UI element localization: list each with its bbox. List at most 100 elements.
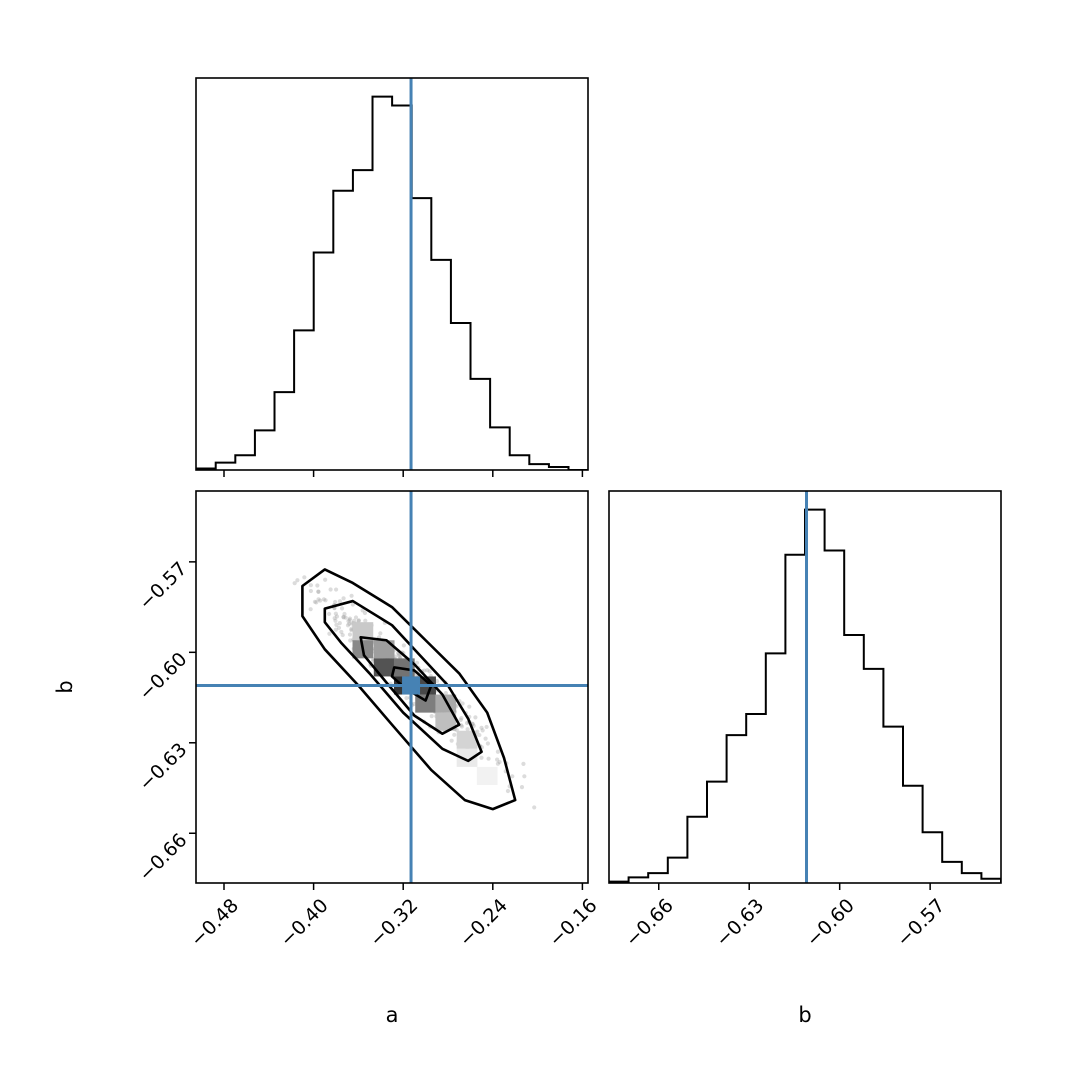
scatter-point <box>334 614 340 619</box>
scatter-point <box>312 599 318 604</box>
scatter-point <box>522 774 527 779</box>
scatter-point <box>333 627 339 632</box>
scatter-point <box>292 581 297 586</box>
scatter-point <box>316 597 321 602</box>
y-axis-label-b: b <box>53 680 77 693</box>
scatter-point <box>443 691 448 696</box>
scatter-point <box>341 596 346 601</box>
joint-ab-frame <box>195 490 589 884</box>
scatter-point <box>315 583 320 588</box>
scatter-point <box>483 736 488 741</box>
scatter-point <box>353 615 359 620</box>
density-cell <box>373 640 395 659</box>
histogram-b-x-tick-label: −0.66 <box>621 895 678 952</box>
scatter-point <box>465 727 470 732</box>
scatter-point <box>323 577 328 582</box>
scatter-point <box>401 643 406 648</box>
scatter-point <box>349 628 354 633</box>
scatter-point <box>404 695 409 701</box>
histogram-b-x-tick-label: −0.63 <box>712 895 769 952</box>
scatter-point <box>333 611 338 616</box>
joint-y-tick-label: −0.63 <box>135 739 192 796</box>
scatter-point <box>459 716 464 721</box>
joint-x-tick-label: −0.40 <box>276 895 333 952</box>
contour-line <box>323 599 483 763</box>
scatter-point <box>378 631 383 636</box>
scatter-point <box>398 654 403 659</box>
scatter-point <box>356 618 361 623</box>
density-cell <box>456 730 478 749</box>
scatter-point <box>316 589 321 594</box>
density-cell <box>352 622 374 641</box>
scatter-point <box>449 738 454 743</box>
histogram-a-frame <box>195 77 589 471</box>
scatter-point <box>452 732 457 737</box>
scatter-point <box>422 668 427 673</box>
scatter-point <box>434 679 440 684</box>
scatter-point <box>363 618 368 623</box>
density-cell <box>415 694 436 713</box>
scatter-point <box>339 629 344 635</box>
scatter-point <box>340 632 345 638</box>
scatter-point <box>495 749 501 754</box>
contour-line <box>359 635 461 736</box>
scatter-point <box>337 621 342 626</box>
scatter-point <box>328 587 333 592</box>
scatter-point <box>356 618 361 624</box>
scatter-point <box>350 602 355 607</box>
scatter-point <box>339 606 345 611</box>
scatter-point <box>308 607 313 612</box>
scatter-point <box>327 631 332 636</box>
scatter-point <box>459 724 465 729</box>
joint-x-tick-label: −0.32 <box>366 895 423 952</box>
scatter-point <box>347 616 353 621</box>
density-cell <box>476 766 498 785</box>
joint-x-tick-label: −0.16 <box>545 895 602 952</box>
scatter-point <box>314 600 319 605</box>
scatter-point <box>429 714 434 719</box>
joint-x-tick-label: −0.48 <box>186 895 243 952</box>
scatter-point <box>362 610 368 616</box>
density-cell <box>456 748 478 767</box>
scatter-point <box>477 732 482 738</box>
scatter-point <box>467 704 472 709</box>
joint-y-tick-label: −0.60 <box>135 648 192 705</box>
truth-marker <box>402 676 421 695</box>
scatter-point <box>485 741 490 746</box>
scatter-point <box>318 598 323 603</box>
scatter-point <box>336 625 342 630</box>
scatter-point <box>333 599 338 605</box>
scatter-point <box>427 669 432 674</box>
scatter-point <box>302 575 307 580</box>
histogram-a-panel <box>195 77 589 477</box>
density-cell <box>435 712 457 731</box>
scatter-point <box>323 598 328 603</box>
scatter-point <box>505 788 511 794</box>
scatter-point <box>308 583 314 588</box>
joint-y-tick-label: −0.66 <box>135 829 192 886</box>
scatter-point <box>460 701 465 706</box>
scatter-point <box>348 638 353 643</box>
scatter-point <box>479 725 484 730</box>
joint-x-tick-label: −0.24 <box>455 895 512 952</box>
scatter-point <box>351 618 357 624</box>
scatter-point <box>425 668 430 673</box>
scatter-point <box>349 626 354 631</box>
histogram-b-step-outline <box>609 508 1001 883</box>
scatter-point <box>458 717 463 722</box>
scatter-point <box>519 785 525 790</box>
scatter-point <box>308 588 314 594</box>
scatter-point <box>316 589 321 594</box>
scatter-point <box>321 597 327 602</box>
scatter-point <box>480 728 485 733</box>
scatter-point <box>349 593 354 598</box>
histogram-b-x-tick-label: −0.57 <box>893 895 950 952</box>
scatter-point <box>295 578 300 583</box>
scatter-point <box>337 599 343 604</box>
scatter-point <box>342 611 347 617</box>
joint-y-tick-label: −0.57 <box>135 558 192 615</box>
scatter-point <box>347 632 353 637</box>
scatter-point <box>327 611 332 617</box>
scatter-point <box>495 761 501 766</box>
